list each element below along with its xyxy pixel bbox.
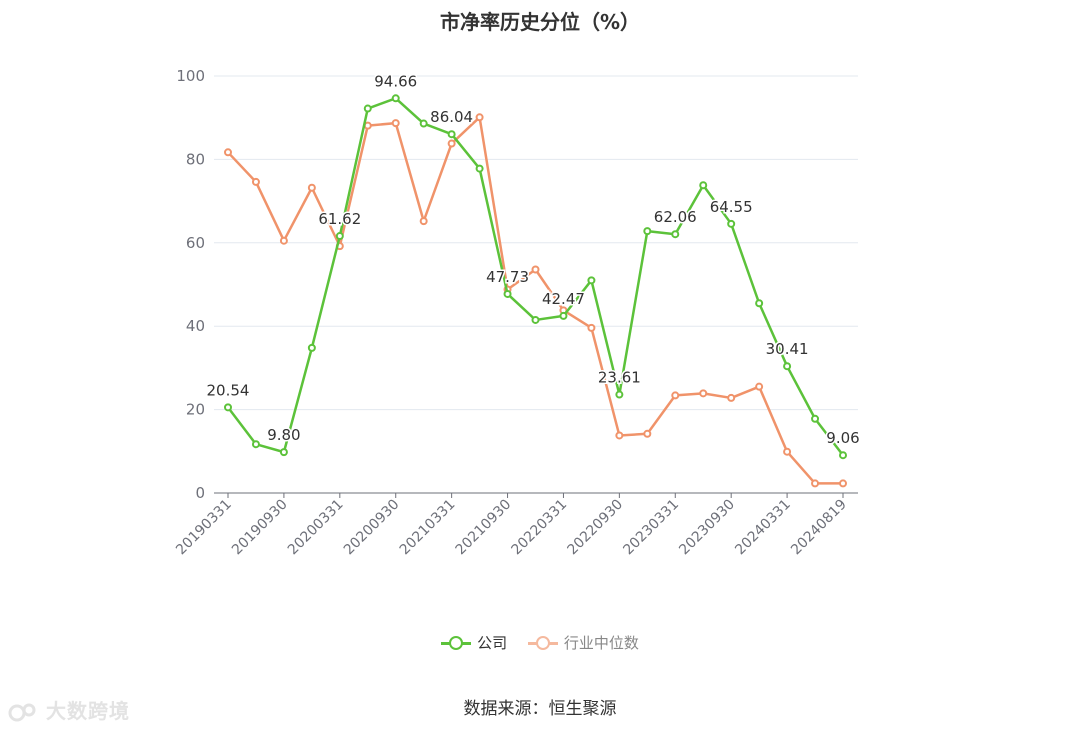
legend-item-company[interactable]: 公司 — [441, 632, 507, 653]
chart-title: 市净率历史分位（%） — [439, 10, 641, 34]
data-point-industry — [615, 431, 624, 440]
data-point-industry — [447, 139, 456, 148]
data-point-industry — [811, 479, 820, 488]
data-point-industry — [531, 265, 540, 274]
data-label: 62.06 — [654, 208, 697, 226]
watermark-text: 大数跨境 — [45, 699, 130, 723]
data-point-company — [447, 130, 456, 139]
x-tick-label: 20240819 — [788, 497, 850, 559]
label-layer: 20.54 9.80 61.62 94.66 86.04 47.73 42.47 23.61 6… — [205, 71, 861, 449]
x-tick-label: 20230930 — [676, 497, 738, 559]
series-layer — [224, 94, 847, 488]
x-tick-label: 20210331 — [397, 497, 459, 559]
data-point-industry — [727, 393, 736, 402]
data-point-company — [224, 403, 232, 412]
data-label: 61.62 — [318, 210, 361, 228]
data-point-company — [643, 227, 652, 236]
x-tick-label: 20220930 — [564, 497, 626, 559]
data-point-company — [475, 164, 484, 173]
data-point-industry — [419, 217, 428, 226]
x-tick-label: 20210930 — [453, 497, 515, 559]
y-tick-label: 100 — [176, 67, 205, 85]
data-point-industry — [643, 429, 652, 438]
data-point-industry — [279, 236, 288, 245]
y-tick-label: 0 — [195, 484, 205, 502]
legend-label-industry: 行业中位数 — [563, 634, 639, 652]
data-label: 86.04 — [430, 108, 473, 126]
data-point-industry — [475, 113, 484, 122]
data-point-industry — [755, 382, 764, 391]
data-point-industry — [391, 119, 400, 128]
data-point-company — [391, 94, 400, 103]
legend-swatch-industry — [527, 635, 558, 650]
data-point-company — [559, 311, 568, 320]
y-tick-label: 60 — [186, 234, 205, 252]
data-label: 9.80 — [267, 426, 300, 444]
data-label: 9.06 — [826, 429, 859, 447]
x-tick-label: 20220331 — [509, 497, 571, 559]
data-point-company — [839, 451, 847, 460]
data-point-company — [615, 390, 624, 399]
data-point-industry — [671, 391, 680, 400]
legend-label-company: 公司 — [477, 634, 508, 652]
series-line-company — [227, 97, 844, 456]
data-point-industry — [587, 323, 596, 332]
x-tick-label: 20200930 — [341, 497, 403, 559]
data-source-note: 数据来源：恒生聚源 — [463, 699, 617, 719]
legend-swatch-company — [441, 635, 472, 650]
data-point-industry — [251, 177, 260, 186]
data-point-industry — [307, 183, 316, 192]
data-label: 23.61 — [598, 369, 641, 387]
data-point-company — [279, 448, 288, 457]
x-tick-label: 20230331 — [620, 497, 682, 559]
data-point-company — [503, 289, 512, 298]
data-point-company — [699, 181, 708, 190]
data-point-company — [727, 219, 736, 228]
x-tick-label: 20190930 — [229, 497, 291, 559]
data-point-company — [307, 343, 316, 352]
legend-item-industry[interactable]: 行业中位数 — [527, 632, 639, 653]
legend: 公司 行业中位数 — [0, 632, 1080, 654]
data-point-company — [811, 414, 820, 423]
data-point-company — [755, 299, 764, 308]
data-label: 47.73 — [486, 268, 529, 286]
axis-layer: 0 20 40 60 80 100 2019033120190930202003312020… — [173, 67, 858, 558]
data-point-company — [587, 276, 596, 285]
x-tick-label: 20240331 — [732, 497, 794, 559]
watermark-logo-icon — [8, 703, 36, 721]
x-tick-label: 20190331 — [173, 497, 235, 559]
data-point-company — [251, 440, 260, 449]
data-point-company — [671, 230, 680, 239]
y-tick-label: 80 — [186, 150, 205, 168]
data-label: 30.41 — [766, 340, 809, 358]
data-point-industry — [699, 389, 708, 398]
data-point-company — [531, 315, 540, 324]
y-tick-label: 40 — [186, 317, 205, 335]
data-label: 64.55 — [710, 198, 753, 216]
data-point-industry — [839, 479, 847, 488]
data-point-company — [363, 104, 372, 113]
data-point-industry — [783, 447, 792, 456]
watermark: 大数跨境 — [8, 695, 130, 724]
data-label: 94.66 — [374, 72, 417, 90]
data-point-company — [419, 119, 428, 128]
data-label: 20.54 — [207, 381, 250, 399]
x-tick-label: 20200331 — [285, 497, 347, 559]
data-point-industry — [224, 148, 232, 157]
data-point-company — [783, 362, 792, 371]
y-tick-label: 20 — [186, 401, 205, 419]
series-line-industry — [227, 116, 843, 485]
grid-layer — [214, 75, 858, 411]
data-label: 42.47 — [542, 290, 585, 308]
data-point-company — [335, 232, 344, 241]
